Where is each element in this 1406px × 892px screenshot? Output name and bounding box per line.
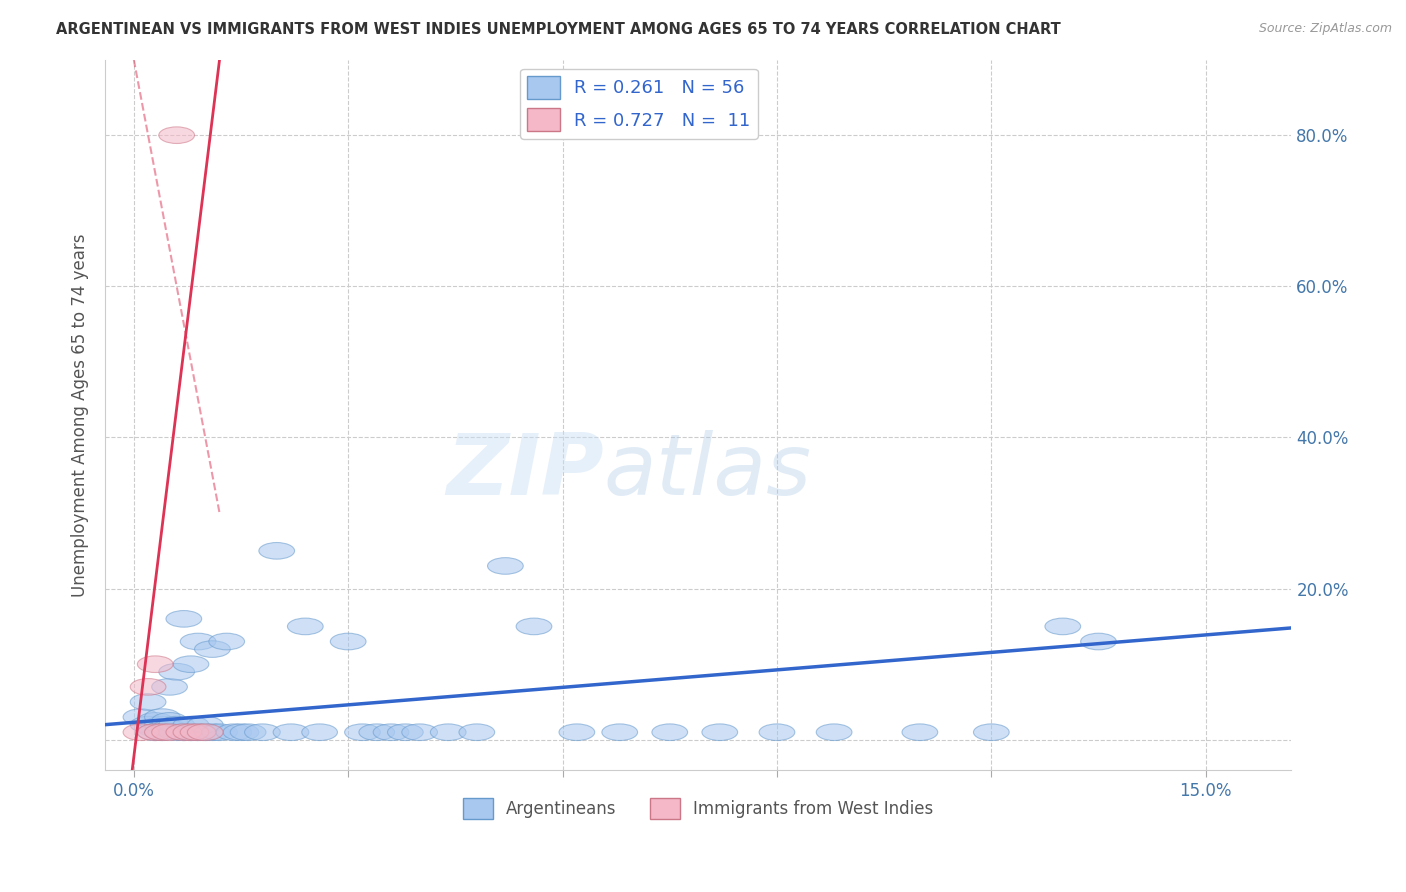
Ellipse shape xyxy=(259,542,295,559)
Ellipse shape xyxy=(224,724,259,740)
Ellipse shape xyxy=(166,610,201,627)
Ellipse shape xyxy=(602,724,637,740)
Ellipse shape xyxy=(652,724,688,740)
Ellipse shape xyxy=(159,664,194,680)
Ellipse shape xyxy=(138,656,173,673)
Ellipse shape xyxy=(903,724,938,740)
Ellipse shape xyxy=(187,724,224,740)
Legend: Argentineans, Immigrants from West Indies: Argentineans, Immigrants from West Indie… xyxy=(457,791,941,826)
Ellipse shape xyxy=(124,709,159,725)
Ellipse shape xyxy=(159,127,194,144)
Ellipse shape xyxy=(516,618,551,635)
Ellipse shape xyxy=(194,724,231,740)
Ellipse shape xyxy=(131,716,166,733)
Ellipse shape xyxy=(702,724,738,740)
Ellipse shape xyxy=(1081,633,1116,650)
Ellipse shape xyxy=(159,716,194,733)
Ellipse shape xyxy=(173,716,209,733)
Ellipse shape xyxy=(287,618,323,635)
Ellipse shape xyxy=(138,720,173,737)
Ellipse shape xyxy=(173,724,209,740)
Ellipse shape xyxy=(560,724,595,740)
Ellipse shape xyxy=(217,724,252,740)
Ellipse shape xyxy=(458,724,495,740)
Ellipse shape xyxy=(231,724,266,740)
Ellipse shape xyxy=(759,724,794,740)
Ellipse shape xyxy=(166,724,201,740)
Ellipse shape xyxy=(344,724,381,740)
Ellipse shape xyxy=(131,679,166,695)
Ellipse shape xyxy=(180,724,217,740)
Ellipse shape xyxy=(187,724,224,740)
Ellipse shape xyxy=(152,724,187,740)
Ellipse shape xyxy=(209,633,245,650)
Ellipse shape xyxy=(330,633,366,650)
Ellipse shape xyxy=(488,558,523,574)
Ellipse shape xyxy=(166,724,201,740)
Y-axis label: Unemployment Among Ages 65 to 74 years: Unemployment Among Ages 65 to 74 years xyxy=(72,233,89,597)
Text: Source: ZipAtlas.com: Source: ZipAtlas.com xyxy=(1258,22,1392,36)
Text: atlas: atlas xyxy=(603,430,811,513)
Ellipse shape xyxy=(359,724,395,740)
Ellipse shape xyxy=(187,716,224,733)
Ellipse shape xyxy=(388,724,423,740)
Ellipse shape xyxy=(180,724,217,740)
Ellipse shape xyxy=(152,713,187,729)
Ellipse shape xyxy=(194,640,231,657)
Ellipse shape xyxy=(373,724,409,740)
Ellipse shape xyxy=(152,720,187,737)
Ellipse shape xyxy=(245,724,280,740)
Ellipse shape xyxy=(180,633,217,650)
Ellipse shape xyxy=(145,724,180,740)
Text: ZIP: ZIP xyxy=(446,430,603,513)
Ellipse shape xyxy=(152,679,187,695)
Ellipse shape xyxy=(145,724,180,740)
Ellipse shape xyxy=(817,724,852,740)
Ellipse shape xyxy=(131,694,166,710)
Ellipse shape xyxy=(973,724,1010,740)
Ellipse shape xyxy=(201,724,238,740)
Ellipse shape xyxy=(430,724,465,740)
Ellipse shape xyxy=(145,716,180,733)
Ellipse shape xyxy=(402,724,437,740)
Ellipse shape xyxy=(173,724,209,740)
Ellipse shape xyxy=(124,724,159,740)
Ellipse shape xyxy=(302,724,337,740)
Ellipse shape xyxy=(273,724,309,740)
Ellipse shape xyxy=(145,709,180,725)
Ellipse shape xyxy=(138,724,173,740)
Ellipse shape xyxy=(1045,618,1081,635)
Ellipse shape xyxy=(138,724,173,740)
Ellipse shape xyxy=(138,713,173,729)
Ellipse shape xyxy=(159,724,194,740)
Text: ARGENTINEAN VS IMMIGRANTS FROM WEST INDIES UNEMPLOYMENT AMONG AGES 65 TO 74 YEAR: ARGENTINEAN VS IMMIGRANTS FROM WEST INDI… xyxy=(56,22,1062,37)
Ellipse shape xyxy=(173,656,209,673)
